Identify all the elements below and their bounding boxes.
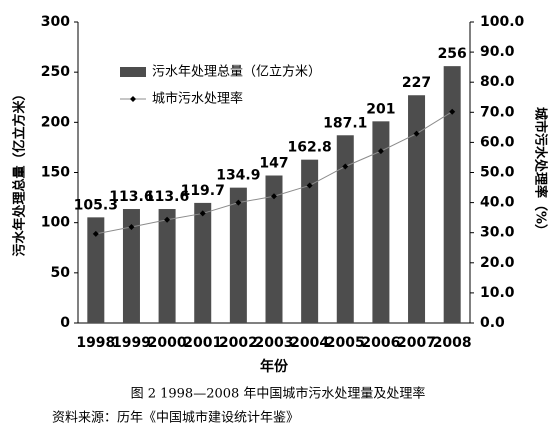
marker bbox=[164, 216, 171, 223]
caption: 图 2 1998—2008 年中国城市污水处理量及处理率 bbox=[131, 386, 426, 402]
y2-axis-label: 城市污水处理率（%） bbox=[533, 107, 549, 237]
marker bbox=[235, 199, 242, 206]
y-tick-label: 100 bbox=[41, 215, 70, 231]
data-label: 187.1 bbox=[323, 115, 367, 131]
y2-tick-label: 70.0 bbox=[480, 104, 515, 120]
legend-label: 城市污水处理率 bbox=[152, 91, 243, 107]
y2-tick-label: 20.0 bbox=[480, 255, 515, 271]
y-axis-label: 污水年处理总量（亿立方米） bbox=[12, 87, 28, 256]
bar bbox=[265, 175, 283, 323]
x-tick-label: 2004 bbox=[290, 335, 329, 351]
y-tick-label: 300 bbox=[41, 14, 70, 30]
y2-tick-label: 100.0 bbox=[480, 14, 525, 30]
marker bbox=[199, 210, 206, 217]
bar bbox=[336, 135, 354, 323]
y-tick-label: 200 bbox=[41, 114, 70, 130]
marker bbox=[271, 193, 277, 200]
y2-tick-label: 60.0 bbox=[480, 134, 515, 150]
data-label: 119.7 bbox=[181, 183, 225, 199]
y2-tick-label: 30.0 bbox=[480, 225, 515, 241]
data-label: 105.3 bbox=[74, 197, 118, 213]
data-label: 227 bbox=[402, 75, 431, 91]
marker bbox=[413, 130, 420, 137]
x-tick-label: 2001 bbox=[183, 335, 222, 351]
x-tick-label: 2008 bbox=[433, 335, 472, 351]
bar bbox=[122, 209, 140, 323]
x-tick-label: 2002 bbox=[219, 335, 258, 351]
data-label: 113.6 bbox=[145, 189, 189, 205]
x-tick-label: 2007 bbox=[397, 335, 436, 351]
x-tick-label: 2003 bbox=[255, 335, 294, 351]
y2-tick-label: 90.0 bbox=[480, 44, 515, 60]
legend-swatch bbox=[130, 96, 136, 102]
bar bbox=[194, 202, 212, 323]
marker bbox=[377, 148, 384, 155]
y-tick-label: 250 bbox=[41, 64, 70, 80]
legend-swatch bbox=[120, 67, 146, 77]
y-tick-label: 0 bbox=[60, 315, 70, 331]
marker bbox=[342, 163, 349, 170]
x-tick-label: 2006 bbox=[361, 335, 400, 351]
y2-tick-label: 40.0 bbox=[480, 195, 515, 211]
bar bbox=[408, 95, 426, 323]
y-tick-label: 50 bbox=[51, 265, 71, 281]
x-tick-label: 2005 bbox=[326, 335, 365, 351]
bar bbox=[443, 66, 461, 323]
marker bbox=[306, 182, 313, 189]
y2-tick-label: 80.0 bbox=[480, 74, 515, 90]
x-tick-label: 2000 bbox=[148, 335, 187, 351]
y2-tick-label: 50.0 bbox=[480, 165, 515, 181]
bar bbox=[372, 121, 390, 323]
y-tick-label: 150 bbox=[41, 165, 70, 181]
marker bbox=[128, 223, 135, 230]
data-label: 162.8 bbox=[287, 140, 331, 156]
x-tick-label: 1998 bbox=[76, 335, 115, 351]
data-label: 113.6 bbox=[109, 189, 153, 205]
y2-tick-label: 0.0 bbox=[480, 315, 505, 331]
data-label: 147 bbox=[259, 156, 288, 172]
data-label: 256 bbox=[438, 46, 467, 62]
marker bbox=[92, 230, 99, 237]
bar bbox=[158, 209, 176, 323]
bar bbox=[87, 217, 105, 323]
bar bbox=[301, 159, 319, 323]
x-axis-label: 年份 bbox=[260, 358, 289, 375]
data-label: 201 bbox=[366, 101, 395, 117]
legend-label: 污水年处理总量（亿立方米） bbox=[152, 64, 321, 80]
bar bbox=[229, 187, 247, 323]
x-tick-label: 1999 bbox=[112, 335, 151, 351]
marker bbox=[449, 108, 456, 115]
data-label: 134.9 bbox=[216, 168, 260, 184]
caption: 资料来源：历年《中国城市建设统计年鉴》 bbox=[52, 410, 299, 426]
y2-tick-label: 10.0 bbox=[480, 285, 515, 301]
